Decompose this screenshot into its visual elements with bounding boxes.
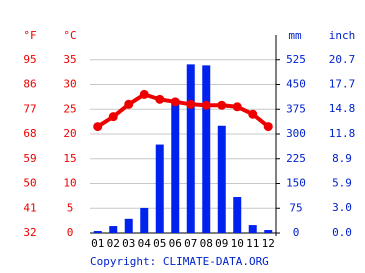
line-point: [186, 99, 196, 109]
x-tick-label: 03: [122, 237, 135, 250]
y2-tick-label: 525: [286, 53, 306, 66]
bar: [93, 231, 102, 233]
y2-tick-label: 0: [293, 226, 300, 239]
f-axis-label: °F: [23, 29, 36, 42]
bar: [155, 144, 164, 233]
y3-tick-label: 41: [23, 201, 36, 214]
y-tick-label: 15: [63, 152, 76, 165]
y4-tick-label: 5.9: [332, 176, 352, 189]
y-tick-label: 30: [63, 78, 76, 91]
bar: [264, 230, 273, 233]
bar: [202, 65, 211, 233]
line-point: [263, 122, 273, 132]
line-point: [139, 89, 149, 99]
line-point: [108, 112, 118, 122]
y2-tick-label: 450: [286, 78, 306, 91]
line: [96, 92, 270, 129]
y-tick-label: 20: [63, 127, 76, 140]
x-tick-label: 02: [107, 237, 120, 250]
y3-tick-label: 50: [23, 177, 36, 190]
c-axis-label: °C: [63, 29, 76, 42]
copyright: Copyright: CLIMATE-DATA.ORG: [90, 255, 269, 268]
y3-tick-label: 68: [23, 127, 36, 140]
bar: [140, 207, 149, 233]
line-point: [248, 109, 258, 119]
mm-axis-label: mm: [288, 29, 302, 42]
y4-tick-label: 11.8: [329, 127, 356, 140]
bar: [217, 125, 226, 233]
y-tick-label: 5: [67, 201, 74, 214]
y3-tick-label: 86: [23, 78, 36, 91]
y-tick-label: 0: [67, 226, 74, 239]
y4-tick-label: 14.8: [329, 102, 356, 115]
y2-tick-label: 225: [286, 152, 306, 165]
y4-tick-label: 0.0: [332, 226, 352, 239]
y-tick-label: 25: [63, 102, 76, 115]
y4-tick-label: 20.7: [329, 53, 356, 66]
line-point: [93, 122, 103, 132]
line-point: [201, 100, 211, 110]
line-point: [155, 94, 165, 104]
y3-tick-label: 77: [23, 102, 36, 115]
y2-tick-label: 75: [289, 201, 302, 214]
y-tick-label: 10: [63, 177, 76, 190]
y2-tick-label: 300: [286, 127, 306, 140]
line-point: [217, 100, 227, 110]
line-point: [124, 99, 134, 109]
y4-tick-label: 17.7: [329, 77, 356, 90]
y2-tick-label: 375: [286, 102, 306, 115]
bar: [171, 99, 180, 234]
x-tick-label: 10: [231, 237, 244, 250]
y3-tick-label: 95: [23, 53, 36, 66]
x-tick-label: 11: [246, 237, 259, 250]
x-tick-label: 06: [169, 237, 182, 250]
y3-tick-label: 59: [23, 152, 36, 165]
y4-tick-label: 8.9: [332, 152, 352, 165]
bar: [109, 226, 118, 233]
x-tick-label: 12: [262, 237, 275, 250]
y3-tick-label: 32: [23, 226, 36, 239]
bar: [186, 64, 195, 234]
line-point: [170, 97, 180, 107]
bar: [248, 225, 257, 233]
x-tick-label: 01: [91, 237, 104, 250]
x-tick-label: 05: [153, 237, 166, 250]
bar: [233, 197, 242, 233]
x-tick-label: 09: [215, 237, 228, 250]
bar: [124, 218, 133, 233]
x-tick-label: 07: [184, 237, 197, 250]
y4-tick-label: 3.0: [332, 201, 352, 214]
inch-axis-label: inch: [329, 29, 356, 42]
x-tick-label: 08: [200, 237, 213, 250]
y-tick-label: 35: [63, 53, 76, 66]
y2-tick-label: 150: [286, 177, 306, 190]
line-point: [232, 102, 242, 112]
x-tick-label: 04: [138, 237, 152, 250]
